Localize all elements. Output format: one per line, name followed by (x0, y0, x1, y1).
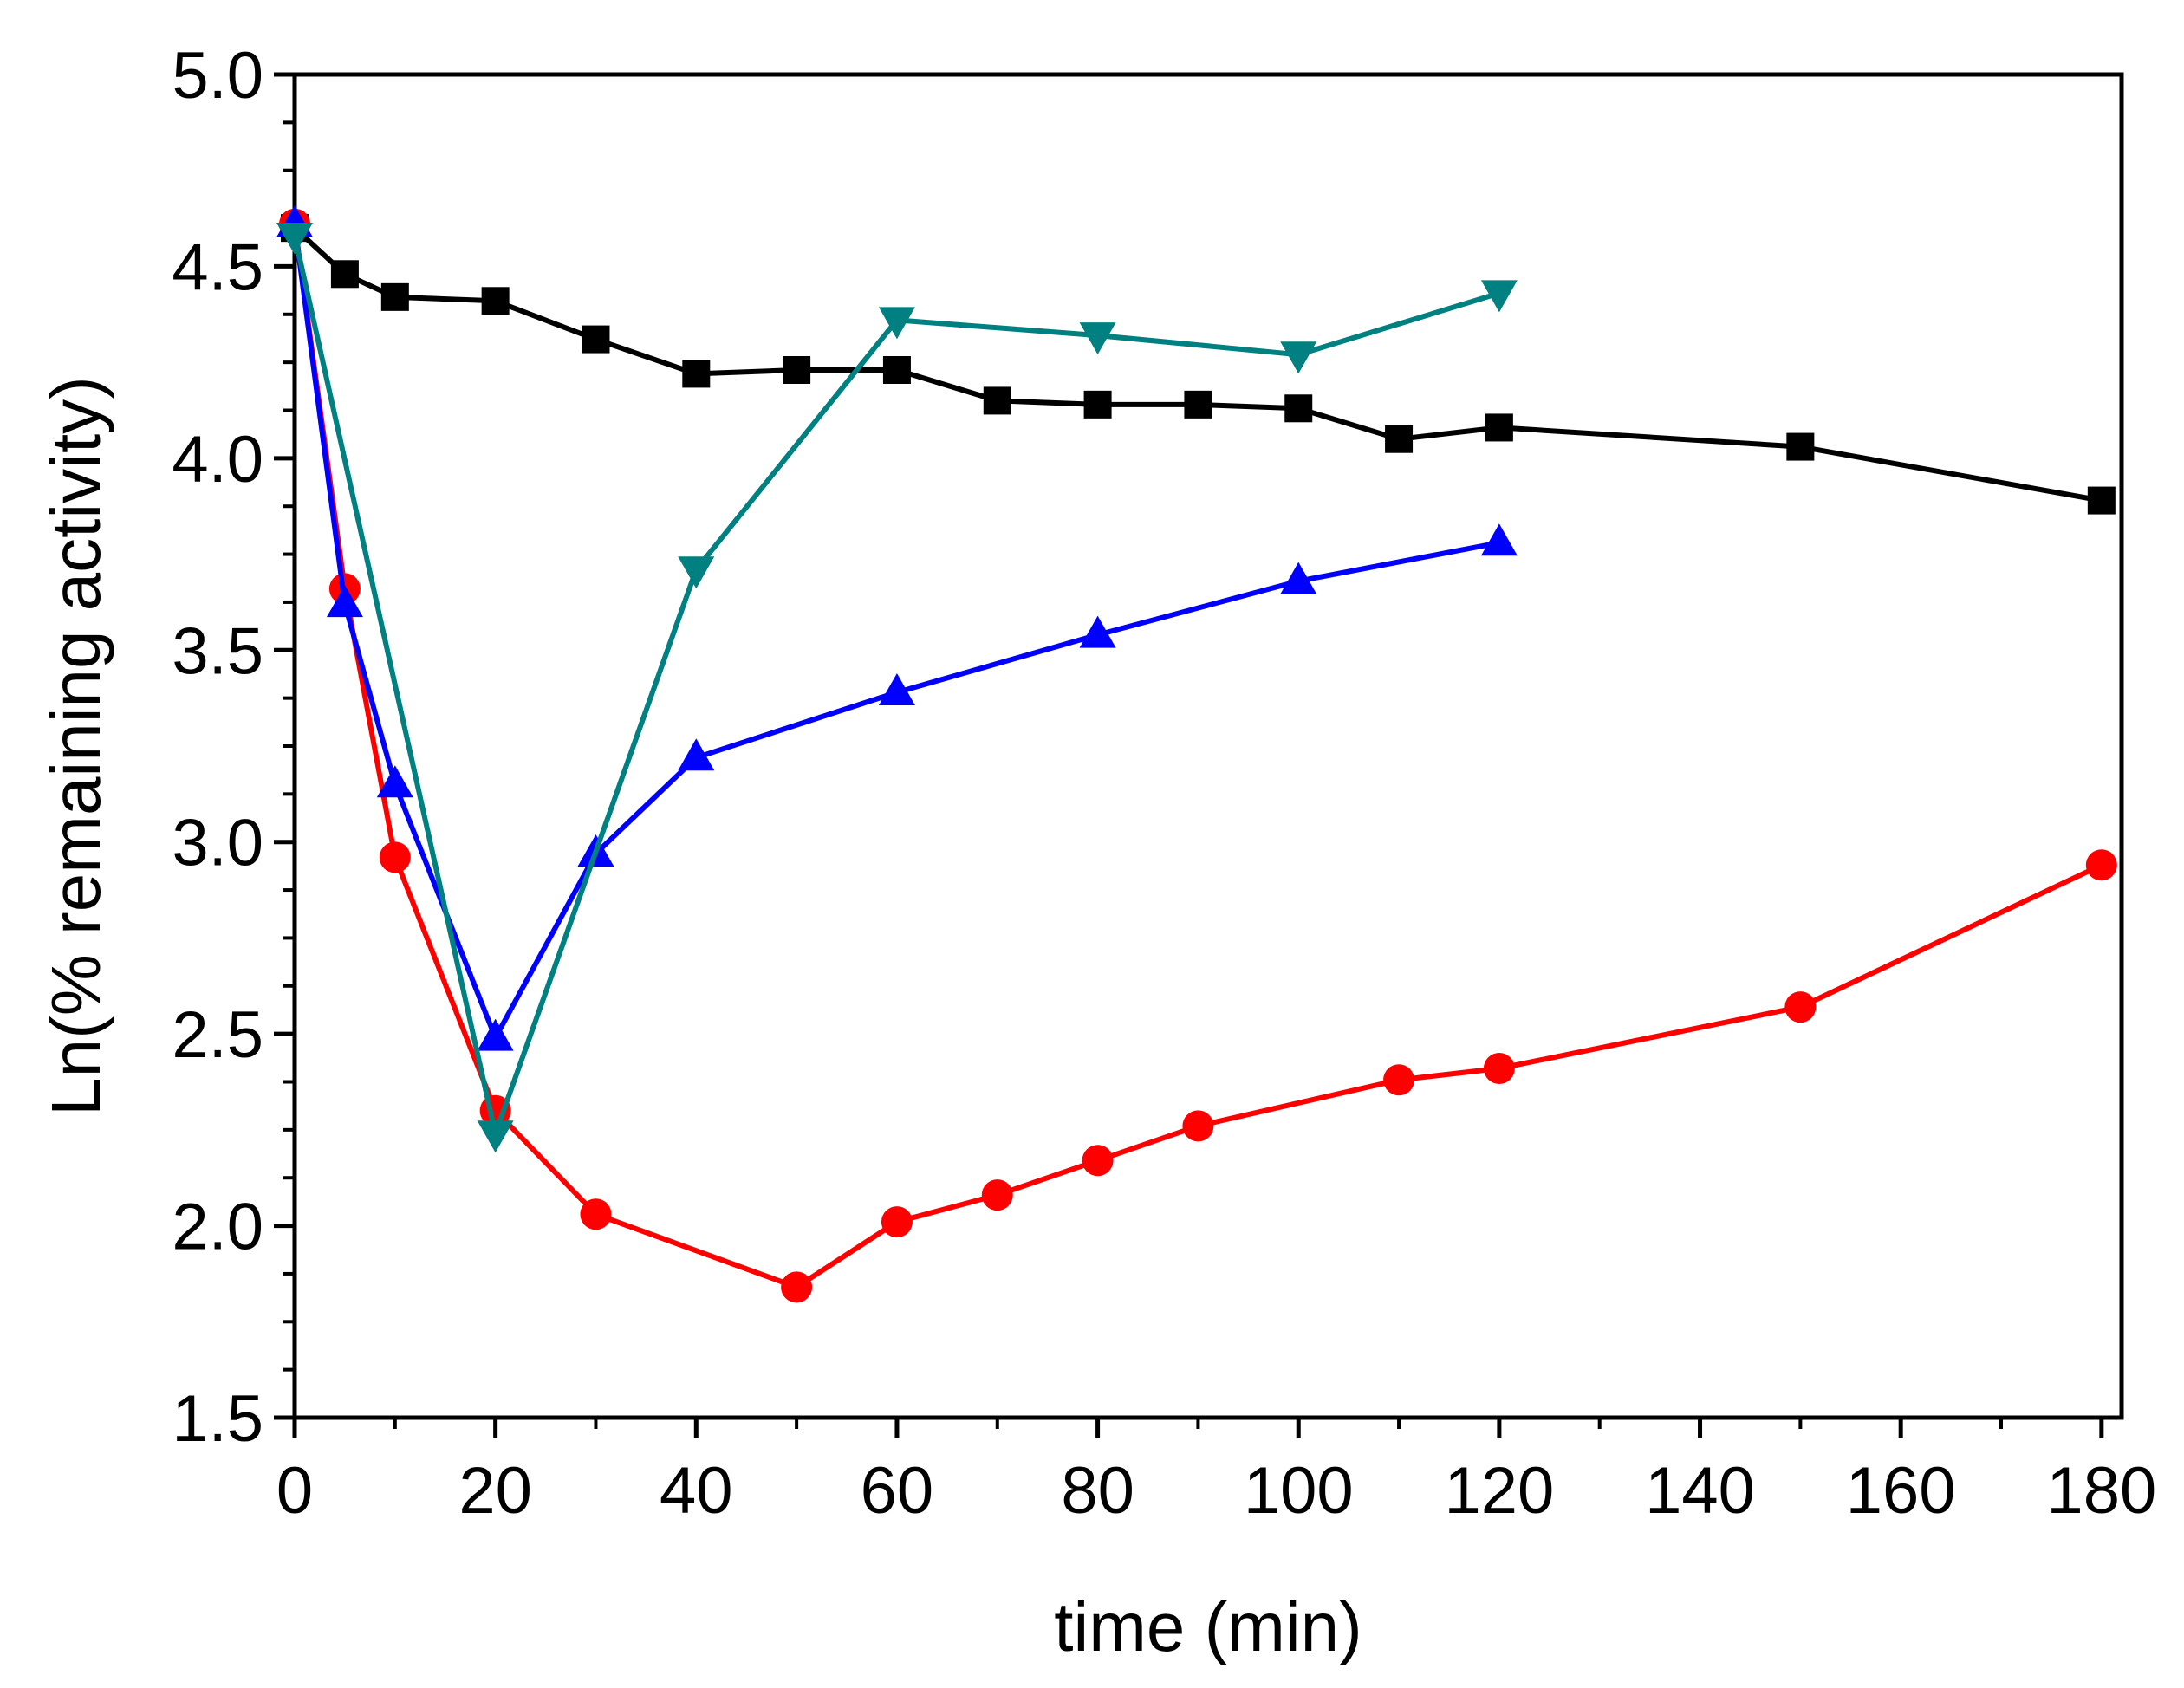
data-point-triangle-up (1280, 562, 1317, 594)
x-tick-label: 100 (1244, 1454, 1354, 1528)
y-tick-label: 2.5 (172, 998, 263, 1072)
data-point-square (2087, 486, 2116, 515)
data-point-square (983, 386, 1011, 415)
data-point-circle (1182, 1110, 1214, 1142)
data-point-triangle-down (1280, 341, 1317, 374)
data-point-square (1385, 425, 1414, 453)
x-tick-label: 180 (2046, 1454, 2156, 1528)
ticks: 0 20 40 60 80 100 120 140 160 180 1.5 2.0 2.5 3.0 3.5 4… (172, 39, 2156, 1528)
data-point-circle (1383, 1064, 1415, 1096)
x-tick-label: 60 (861, 1454, 934, 1528)
data-point-square (882, 356, 911, 384)
data-point-circle (1483, 1053, 1515, 1084)
x-axis-title: time (min) (1054, 1588, 1362, 1665)
series-line (292, 224, 2103, 1290)
series-square (281, 214, 2116, 515)
x-tick-label: 80 (1061, 1454, 1134, 1528)
data-point-circle (881, 1206, 913, 1238)
data-point-triangle-down (1079, 322, 1116, 355)
series-circle (279, 208, 2117, 1303)
data-point-triangle-up (1480, 523, 1518, 556)
data-point-square (1485, 413, 1513, 442)
data-point-square (582, 325, 610, 354)
series-triangle-up (276, 205, 1518, 1051)
data-point-circle (580, 1198, 612, 1230)
data-point-circle (1082, 1145, 1114, 1177)
data-point-circle (981, 1179, 1013, 1211)
x-tick-label: 160 (1846, 1454, 1956, 1528)
data-point-square (1083, 390, 1112, 419)
x-tick-label: 0 (276, 1454, 313, 1528)
data-point-triangle-up (376, 765, 413, 798)
data-point-triangle-down (878, 307, 915, 340)
data-point-circle (379, 841, 411, 873)
data-point-square (1284, 394, 1313, 423)
axes (292, 72, 2124, 1420)
data-point-circle (1784, 991, 1817, 1023)
data-point-circle (781, 1271, 813, 1303)
data-point-triangle-up (1079, 615, 1116, 648)
data-point-triangle-up (477, 1018, 514, 1051)
data-point-square (1184, 390, 1212, 419)
data-point-triangle-down (276, 223, 313, 255)
y-tick-label: 5.0 (172, 39, 263, 113)
series-line (292, 224, 1500, 1041)
x-tick-label: 20 (458, 1454, 532, 1528)
y-tick-label: 4.0 (172, 423, 263, 497)
data-point-triangle-down (477, 1120, 514, 1153)
data-point-square (1786, 432, 1815, 461)
y-tick-label: 1.5 (172, 1382, 263, 1456)
data-point-square (682, 360, 711, 388)
series-triangle-down (276, 223, 1518, 1153)
y-tick-label: 2.0 (172, 1191, 263, 1264)
data-point-triangle-up (326, 585, 363, 618)
data-point-square (783, 356, 811, 384)
y-tick-label: 3.0 (172, 807, 263, 880)
y-tick-label: 3.5 (172, 614, 263, 688)
data-point-triangle-up (678, 738, 715, 771)
x-tick-label: 140 (1645, 1454, 1755, 1528)
data-point-triangle-down (1480, 280, 1518, 313)
data-point-square (481, 287, 510, 315)
y-axis-title: Ln(% remaining activity) (37, 376, 114, 1116)
plot-frame (292, 72, 2124, 1420)
x-tick-label: 120 (1444, 1454, 1554, 1528)
series-line (292, 225, 2103, 503)
data-point-square (330, 260, 359, 289)
data-point-circle (2085, 849, 2117, 881)
x-tick-label: 40 (660, 1454, 733, 1528)
series-layer (276, 205, 2117, 1303)
y-tick-label: 4.5 (172, 230, 263, 304)
data-point-square (380, 282, 409, 311)
data-point-triangle-down (678, 556, 715, 589)
data-point-triangle-up (878, 673, 915, 705)
